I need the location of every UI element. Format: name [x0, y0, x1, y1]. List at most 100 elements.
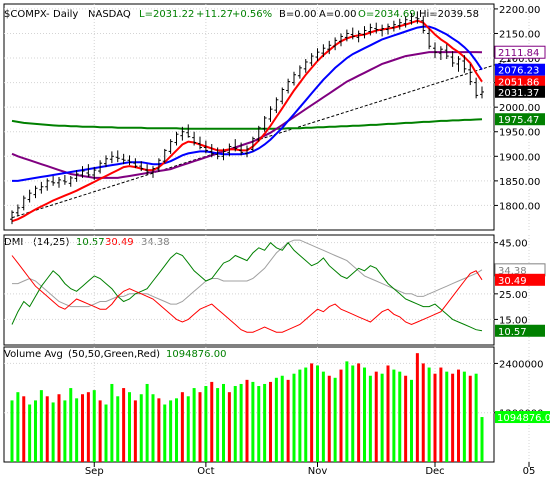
volume-bar	[22, 396, 26, 462]
volume-bar	[81, 394, 84, 462]
ohlc-bar	[162, 148, 167, 164]
volume-bar	[227, 392, 231, 462]
dmi-value-label: 30.49	[498, 276, 527, 287]
volume-bar	[163, 404, 167, 462]
volume-bar	[92, 390, 96, 462]
volume-bar	[480, 417, 484, 462]
volume-title: Volume Avg	[4, 349, 63, 360]
volume-bar	[339, 369, 343, 462]
volume-bar	[151, 394, 155, 462]
x-tick-label: Dec	[425, 466, 444, 477]
price-value-label: 2031.37	[498, 88, 539, 99]
ohlc-bar	[233, 139, 238, 152]
ma-purple-line	[11, 51, 483, 179]
volume-bar	[398, 371, 402, 462]
ohlc-bar	[215, 147, 220, 160]
price-axis-label: 1900.00	[499, 152, 540, 163]
volume-bar	[251, 381, 255, 462]
volume-bar	[186, 396, 190, 462]
ohlc-bar	[438, 46, 443, 61]
ohlc-bar	[168, 139, 173, 154]
volume-bar	[204, 386, 208, 462]
price-value-label: 2051.86	[498, 78, 539, 89]
volume-bar	[86, 392, 90, 462]
ohlc-bar	[480, 86, 484, 99]
ohlc-bar	[356, 30, 361, 43]
ohlc-bar	[327, 40, 332, 55]
ohlc-bar	[444, 44, 449, 60]
volume-axis-label: 2400000	[499, 359, 544, 370]
x-tick-label: Sep	[85, 466, 104, 477]
header-separator: -	[46, 9, 50, 20]
price-axis-label: 1950.00	[499, 128, 540, 139]
ohlc-bar	[62, 174, 67, 185]
ohlc-bar	[239, 142, 244, 156]
volume-bar	[139, 394, 143, 462]
volume-value-label: 1094876.00	[497, 413, 550, 424]
volume-bar	[180, 392, 184, 462]
volume-bar	[216, 388, 220, 462]
dmi-axis-label: 15.00	[499, 315, 528, 326]
x-tick-label: Nov	[308, 466, 328, 477]
volume-bar	[386, 365, 390, 462]
volume-bar	[363, 367, 366, 462]
ohlc-bar	[98, 160, 103, 174]
price-value-box	[494, 45, 546, 59]
ohlc-bar	[297, 65, 302, 79]
volume-bar	[233, 386, 237, 462]
ohlc-bar	[156, 158, 161, 173]
trendline	[11, 52, 533, 219]
volume-bar	[298, 369, 302, 462]
volume-bar	[433, 373, 437, 462]
volume-bar	[404, 375, 408, 462]
ohlc-bar	[456, 56, 461, 72]
chart-header: $COMPX - Daily NASDAQ L=2031.22 +11.27 +…	[4, 9, 479, 20]
volume-bar	[192, 388, 196, 462]
ohlc-bar	[57, 176, 61, 188]
ohlc-bar	[268, 106, 273, 122]
volume-bar	[104, 404, 108, 462]
ohlc-bar	[386, 23, 390, 35]
volume-bar	[410, 379, 413, 462]
volume-bar	[175, 398, 178, 462]
header-a: A=0.00	[319, 9, 357, 20]
dmi-value-label: 10.57	[498, 327, 527, 338]
ohlc-bar	[256, 125, 261, 142]
price-value-label: 1975.47	[498, 115, 539, 126]
header-hi: Hi=2039.58	[419, 9, 479, 20]
volume-bar	[304, 367, 308, 462]
volume-bar	[357, 363, 361, 462]
dmi-di-line	[11, 241, 483, 332]
ohlc-bar	[227, 143, 232, 157]
header-period: Daily	[53, 9, 78, 20]
volume-bar	[351, 365, 355, 462]
volume-bar	[75, 398, 79, 462]
dmi-di-line	[11, 255, 483, 333]
dmi-plus-readout: 10.57	[76, 237, 105, 248]
dmi-panel: DMI (14,25) 10.57 30.49 34.38 15.0025.00…	[3, 234, 546, 346]
volume-bar	[316, 365, 319, 462]
volume-bar	[116, 396, 120, 462]
price-value-label: 2111.84	[498, 48, 539, 59]
volume-bar	[310, 363, 314, 462]
ohlc-bar	[27, 189, 32, 203]
volume-bar	[10, 400, 14, 462]
volume-bar	[245, 379, 249, 462]
volume-bar	[474, 373, 478, 462]
volume-bar	[421, 363, 425, 462]
ohlc-bar	[315, 48, 320, 61]
volume-bar	[128, 392, 131, 462]
ohlc-bar	[203, 140, 208, 154]
ohlc-bar	[250, 136, 255, 152]
ohlc-bar	[409, 12, 414, 25]
ohlc-bar	[74, 170, 79, 182]
header-last: L=2031.22	[139, 9, 194, 20]
volume-bar	[263, 383, 267, 462]
header-symbol: $COMPX	[4, 9, 47, 20]
volume-bar	[28, 404, 32, 462]
volume-bar	[286, 379, 290, 462]
ohlc-bar	[186, 124, 191, 138]
volume-bar	[51, 402, 55, 462]
dmi-adx-line	[12, 239, 483, 308]
